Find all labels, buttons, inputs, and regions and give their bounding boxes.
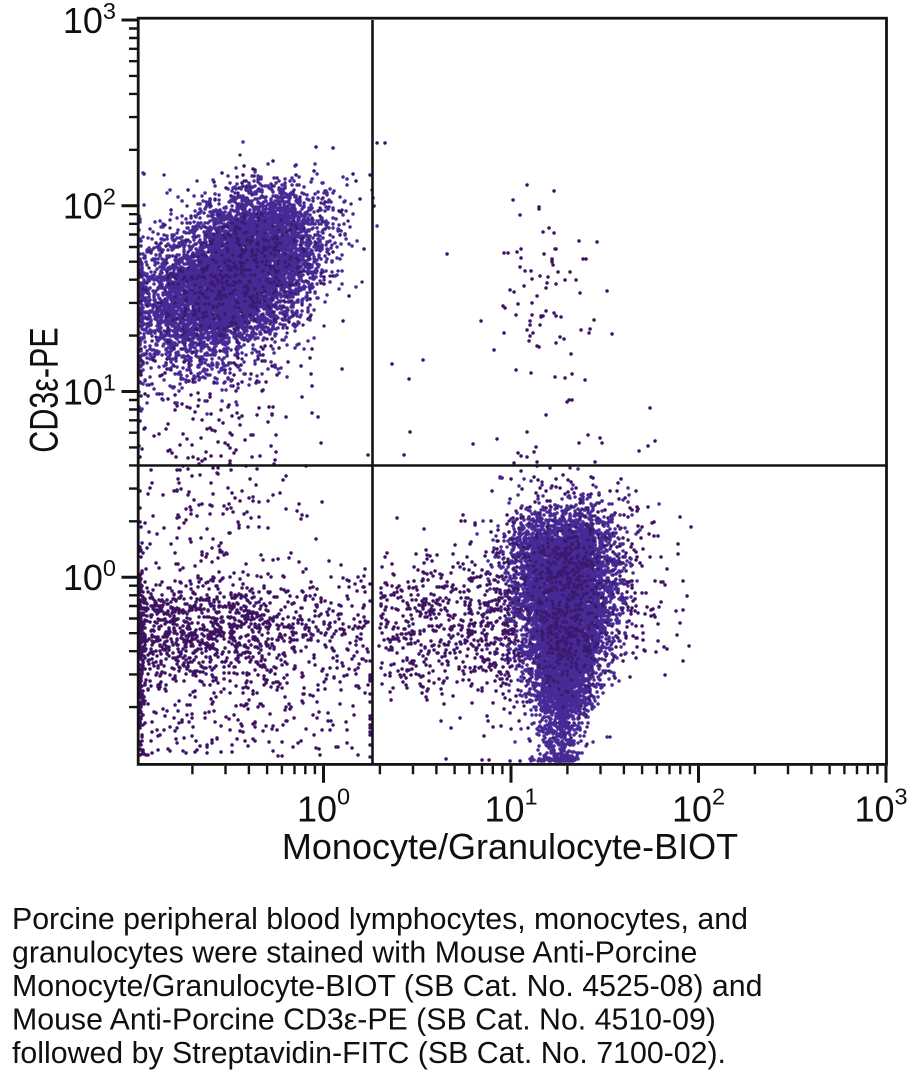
svg-text:Porcine peripheral blood lymph: Porcine peripheral blood lymphocytes, mo…	[12, 903, 748, 936]
svg-text:Monocyte/Granulocyte-BIOT (SB: Monocyte/Granulocyte-BIOT (SB Cat. No. 4…	[12, 970, 762, 1003]
svg-text:103: 103	[854, 784, 907, 830]
svg-text:102: 102	[63, 184, 116, 227]
svg-text:102: 102	[672, 784, 725, 830]
svg-text:granulocytes were stained with: granulocytes were stained with Mouse Ant…	[12, 937, 697, 970]
svg-text:CD3ε-PE: CD3ε-PE	[21, 327, 66, 452]
svg-text:Monocyte/Granulocyte-BIOT: Monocyte/Granulocyte-BIOT	[282, 826, 738, 867]
svg-text:100: 100	[63, 555, 116, 598]
svg-text:100: 100	[297, 784, 350, 830]
svg-text:103: 103	[63, 0, 116, 41]
svg-text:Mouse Anti-Porcine CD3ε-PE (SB: Mouse Anti-Porcine CD3ε-PE (SB Cat. No. …	[12, 1004, 716, 1037]
svg-text:101: 101	[63, 369, 116, 412]
svg-text:followed by Streptavidin-FITC: followed by Streptavidin-FITC (SB Cat. N…	[12, 1037, 726, 1070]
svg-text:101: 101	[484, 784, 537, 830]
